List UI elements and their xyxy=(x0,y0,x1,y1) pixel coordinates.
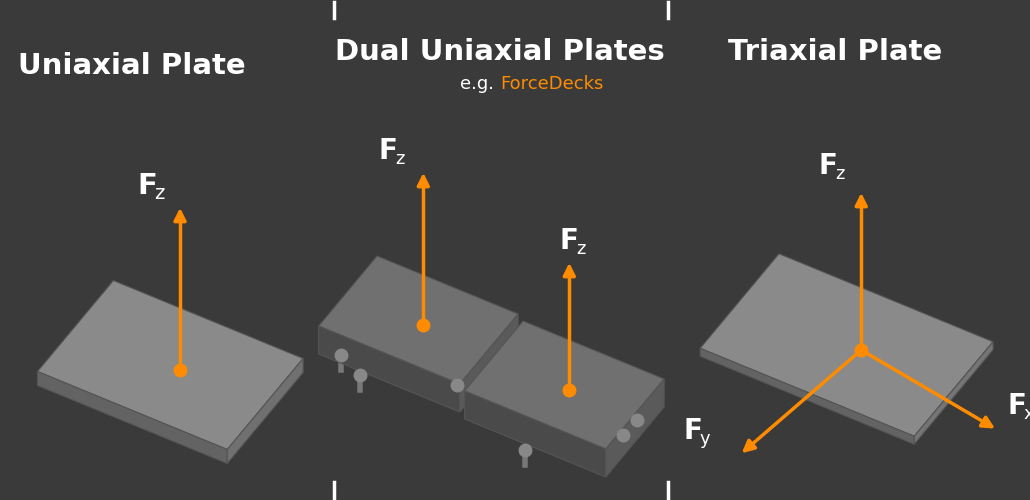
Polygon shape xyxy=(606,379,664,477)
Polygon shape xyxy=(228,358,303,464)
Polygon shape xyxy=(318,256,518,384)
Text: F: F xyxy=(683,417,702,445)
Text: Uniaxial Plate: Uniaxial Plate xyxy=(18,52,245,80)
Text: e.g.: e.g. xyxy=(460,75,501,93)
Text: F: F xyxy=(379,137,398,165)
Polygon shape xyxy=(37,280,303,450)
Text: F: F xyxy=(1007,392,1026,420)
Text: x: x xyxy=(1024,405,1030,423)
Text: Dual Uniaxial Plates: Dual Uniaxial Plates xyxy=(336,38,665,66)
Text: y: y xyxy=(699,430,711,448)
Text: F: F xyxy=(819,152,837,180)
Text: z: z xyxy=(396,150,405,168)
Text: ForceDecks: ForceDecks xyxy=(501,75,604,93)
Polygon shape xyxy=(37,372,228,464)
Text: z: z xyxy=(576,240,585,258)
Polygon shape xyxy=(459,314,518,412)
Polygon shape xyxy=(318,326,459,412)
Text: F: F xyxy=(137,172,158,200)
Polygon shape xyxy=(465,321,664,449)
Polygon shape xyxy=(465,391,606,477)
Text: z: z xyxy=(154,184,165,203)
Polygon shape xyxy=(700,348,915,444)
Text: F: F xyxy=(559,227,579,255)
Text: Triaxial Plate: Triaxial Plate xyxy=(728,38,942,66)
Text: z: z xyxy=(835,165,845,183)
Polygon shape xyxy=(700,254,993,436)
Polygon shape xyxy=(915,342,993,444)
